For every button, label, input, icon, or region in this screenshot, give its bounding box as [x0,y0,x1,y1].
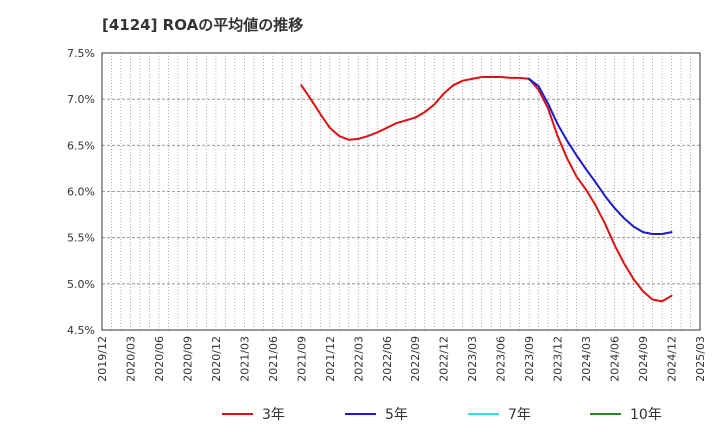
y-tick-label: 5.0% [67,278,95,291]
x-tick-label: 2021/12 [324,336,337,382]
series-line-0 [300,76,673,303]
x-tick-label: 2020/12 [210,336,223,382]
plot-frame [101,52,701,331]
y-tick-label: 6.0% [67,186,95,199]
legend-label-2: 7年 [508,407,531,423]
x-tick-label: 2024/06 [609,336,622,382]
x-tick-label: 2024/03 [580,336,593,382]
series-line-1 [528,77,673,235]
x-tick-label: 2022/12 [438,336,451,382]
y-tick-label: 7.0% [67,93,95,106]
x-tick-label: 2023/09 [523,336,536,382]
x-tick-label: 2025/03 [694,336,707,382]
x-tick-label: 2022/09 [409,336,422,382]
x-tick-label: 2021/09 [295,336,308,382]
plot-background [102,53,700,330]
y-tick-label: 7.5% [67,47,95,60]
x-tick-label: 2024/12 [666,336,679,382]
x-tick-label: 2021/06 [267,336,280,382]
x-tick-label: 2022/03 [352,336,365,382]
x-tick-label: 2020/09 [181,336,194,382]
legend-label-1: 5年 [385,407,408,423]
y-tick-label: 5.5% [67,232,95,245]
y-axis: 4.5% 5.0% 5.5% 6.0% 6.5% 7.0% 7.5% [67,47,95,337]
x-tick-label: 2023/12 [552,336,565,382]
x-axis: 2019/12 2020/03 2020/06 2020/09 2020/12 2021/… [96,336,707,382]
grid [102,53,700,330]
x-tick-label: 2023/03 [466,336,479,382]
y-tick-label: 4.5% [67,324,95,337]
series-lines [300,76,673,303]
legend: 3年 5年 7年 10年 [222,407,662,423]
x-tick-label: 2020/03 [124,336,137,382]
legend-label-0: 3年 [262,407,285,423]
y-tick-label: 6.5% [67,139,95,152]
x-tick-label: 2023/06 [495,336,508,382]
x-tick-label: 2020/06 [153,336,166,382]
x-tick-label: 2022/06 [381,336,394,382]
legend-label-3: 10年 [630,407,662,423]
x-tick-label: 2019/12 [96,336,109,382]
chart-title: [4124] ROAの平均値の推移 [102,16,304,34]
x-tick-label: 2021/03 [238,336,251,382]
x-tick-label: 2024/09 [637,336,650,382]
